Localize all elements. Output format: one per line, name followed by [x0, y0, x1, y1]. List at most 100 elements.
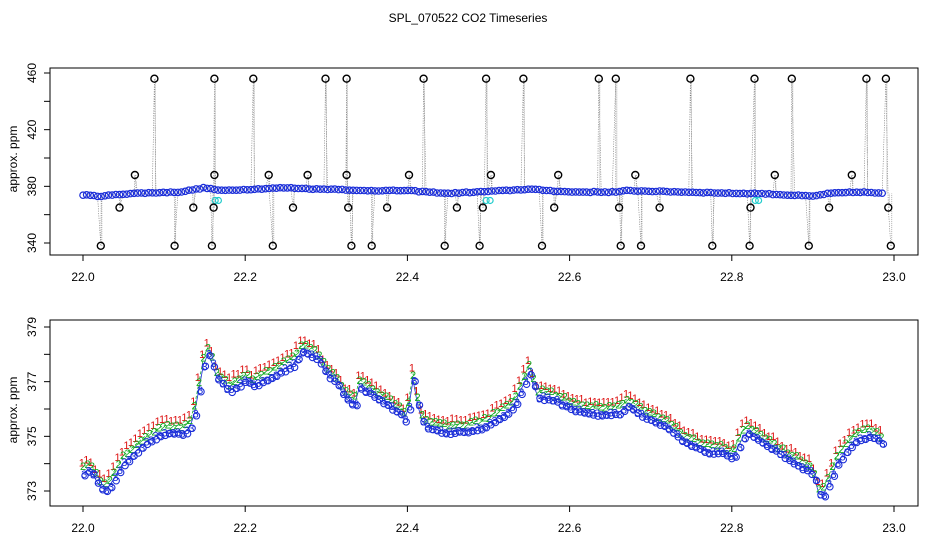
- top-data-point: [575, 188, 584, 196]
- bottom-series-2-marker: 2: [258, 370, 264, 382]
- top-data-point: [637, 187, 646, 195]
- bottom-series-1-marker: 1: [119, 447, 125, 459]
- bottom-series-1-marker: 1: [850, 424, 856, 436]
- bottom-x-tick-label: 22.0: [71, 521, 95, 535]
- bottom-series-3-marker: 3: [219, 379, 225, 391]
- bottom-series-1-marker: 1: [431, 412, 437, 424]
- bottom-series-2-marker: 2: [691, 433, 697, 445]
- bottom-data-point: [192, 412, 201, 420]
- bottom-series-3-marker: 3: [434, 425, 440, 437]
- top-outlier-point: [746, 203, 755, 212]
- bottom-series-3-marker: 3: [607, 408, 613, 420]
- bottom-series-1-marker: 1: [877, 425, 883, 437]
- bottom-series-2-marker: 2: [811, 468, 817, 480]
- bottom-series-1-marker: 1: [824, 468, 830, 480]
- bottom-series-1-marker: 1: [547, 383, 553, 395]
- top-data-point: [159, 188, 168, 197]
- bottom-data-point: [652, 419, 660, 427]
- bottom-series-3-marker: 3: [322, 365, 328, 377]
- bottom-series-1-marker: 1: [110, 461, 116, 473]
- bottom-series-1-marker: 1: [792, 447, 798, 459]
- bottom-series-2-marker: 2: [267, 366, 273, 378]
- top-data-point: [473, 188, 481, 196]
- bottom-data-point: [536, 394, 544, 403]
- bottom-data-point: [406, 406, 415, 414]
- bottom-series-2-marker: 2: [615, 400, 621, 412]
- bottom-series-3-marker: 3: [402, 414, 408, 426]
- bottom-data-point: [134, 449, 143, 457]
- bottom-series-1-marker: 1: [726, 440, 732, 452]
- bottom-series-1-marker: 1: [663, 409, 669, 421]
- bottom-series-1-marker: 1: [97, 469, 103, 481]
- bottom-series-3-marker: 3: [121, 457, 127, 469]
- bottom-series-1-marker: 1: [873, 423, 879, 435]
- top-data-point: [356, 186, 365, 195]
- bottom-series-3-marker: 3: [875, 433, 881, 445]
- bottom-series-3-marker: 3: [411, 376, 417, 388]
- bottom-series-2-marker: 2: [869, 426, 875, 438]
- bottom-series-1-marker: 1: [819, 478, 825, 490]
- top-outlier-point: [708, 241, 717, 251]
- top-data-point: [418, 187, 427, 196]
- bottom-data-point: [678, 437, 687, 446]
- top-data-point: [878, 189, 887, 198]
- bottom-series-1-marker: 1: [837, 438, 843, 450]
- bottom-series-3-marker: 3: [268, 373, 274, 385]
- top-data-point: [440, 189, 449, 198]
- top-data-point: [199, 183, 208, 192]
- bottom-data-point: [812, 476, 821, 485]
- bottom-series-2-marker: 2: [93, 468, 99, 480]
- bottom-series-3-marker: 3: [732, 451, 738, 463]
- top-data-point: [615, 187, 624, 196]
- top-data-point: [699, 189, 708, 197]
- bottom-series-2-marker: 2: [236, 374, 242, 386]
- top-alt-point: [486, 196, 494, 205]
- bottom-series-1-marker: 1: [623, 389, 629, 401]
- bottom-data-point: [473, 426, 482, 435]
- top-data-point: [644, 187, 653, 196]
- bottom-series-2-marker: 2: [695, 437, 701, 449]
- top-data-point: [790, 191, 799, 200]
- top-data-point: [633, 187, 642, 196]
- bottom-series-3-marker: 3: [813, 475, 819, 487]
- bottom-series-1-marker: 1: [801, 452, 807, 464]
- bottom-data-point: [286, 365, 294, 373]
- top-data-point: [93, 192, 102, 201]
- bottom-y-tick-label: 379: [25, 317, 39, 337]
- top-data-point: [228, 186, 237, 195]
- bottom-series-2-marker: 2: [455, 419, 461, 431]
- top-data-point: [287, 183, 295, 192]
- bottom-series-2-marker: 2: [223, 374, 229, 386]
- bottom-series-2-marker: 2: [865, 423, 871, 435]
- top-data-point: [232, 186, 241, 195]
- bottom-series-2-marker: 2: [441, 418, 447, 430]
- bottom-series-1-marker: 1: [743, 415, 749, 427]
- bottom-series-2-marker: 2: [459, 420, 465, 432]
- top-data-point: [871, 189, 879, 197]
- bottom-series-2-marker: 2: [557, 392, 563, 404]
- bottom-data-point: [710, 450, 718, 458]
- bottom-series-2-marker: 2: [753, 426, 759, 438]
- top-data-point: [597, 188, 606, 197]
- bottom-data-point: [522, 380, 531, 388]
- top-data-point: [334, 185, 343, 194]
- bottom-series-2-marker: 2: [803, 458, 809, 470]
- bottom-series-2-marker: 2: [731, 443, 737, 455]
- top-data-point: [371, 187, 379, 195]
- bottom-series-3-marker: 3: [273, 370, 279, 382]
- bottom-series-2-marker: 2: [709, 439, 715, 451]
- bottom-series-1-marker: 1: [739, 418, 745, 430]
- top-data-point: [487, 187, 496, 195]
- bottom-series-2-marker: 2: [388, 394, 394, 406]
- bottom-series-3-marker: 3: [701, 446, 707, 458]
- bottom-series-2-marker: 2: [838, 444, 844, 456]
- bottom-series-2-marker: 2: [834, 451, 840, 463]
- bottom-series-1-marker: 1: [137, 428, 143, 440]
- bottom-series-3-marker: 3: [202, 361, 208, 373]
- bottom-series-3-marker: 3: [260, 375, 266, 387]
- bottom-series-2-marker: 2: [477, 416, 483, 428]
- bottom-series-1-marker: 1: [721, 437, 727, 449]
- top-data-point: [214, 186, 222, 194]
- top-outlier-point: [881, 74, 891, 83]
- bottom-data-point: [513, 400, 522, 409]
